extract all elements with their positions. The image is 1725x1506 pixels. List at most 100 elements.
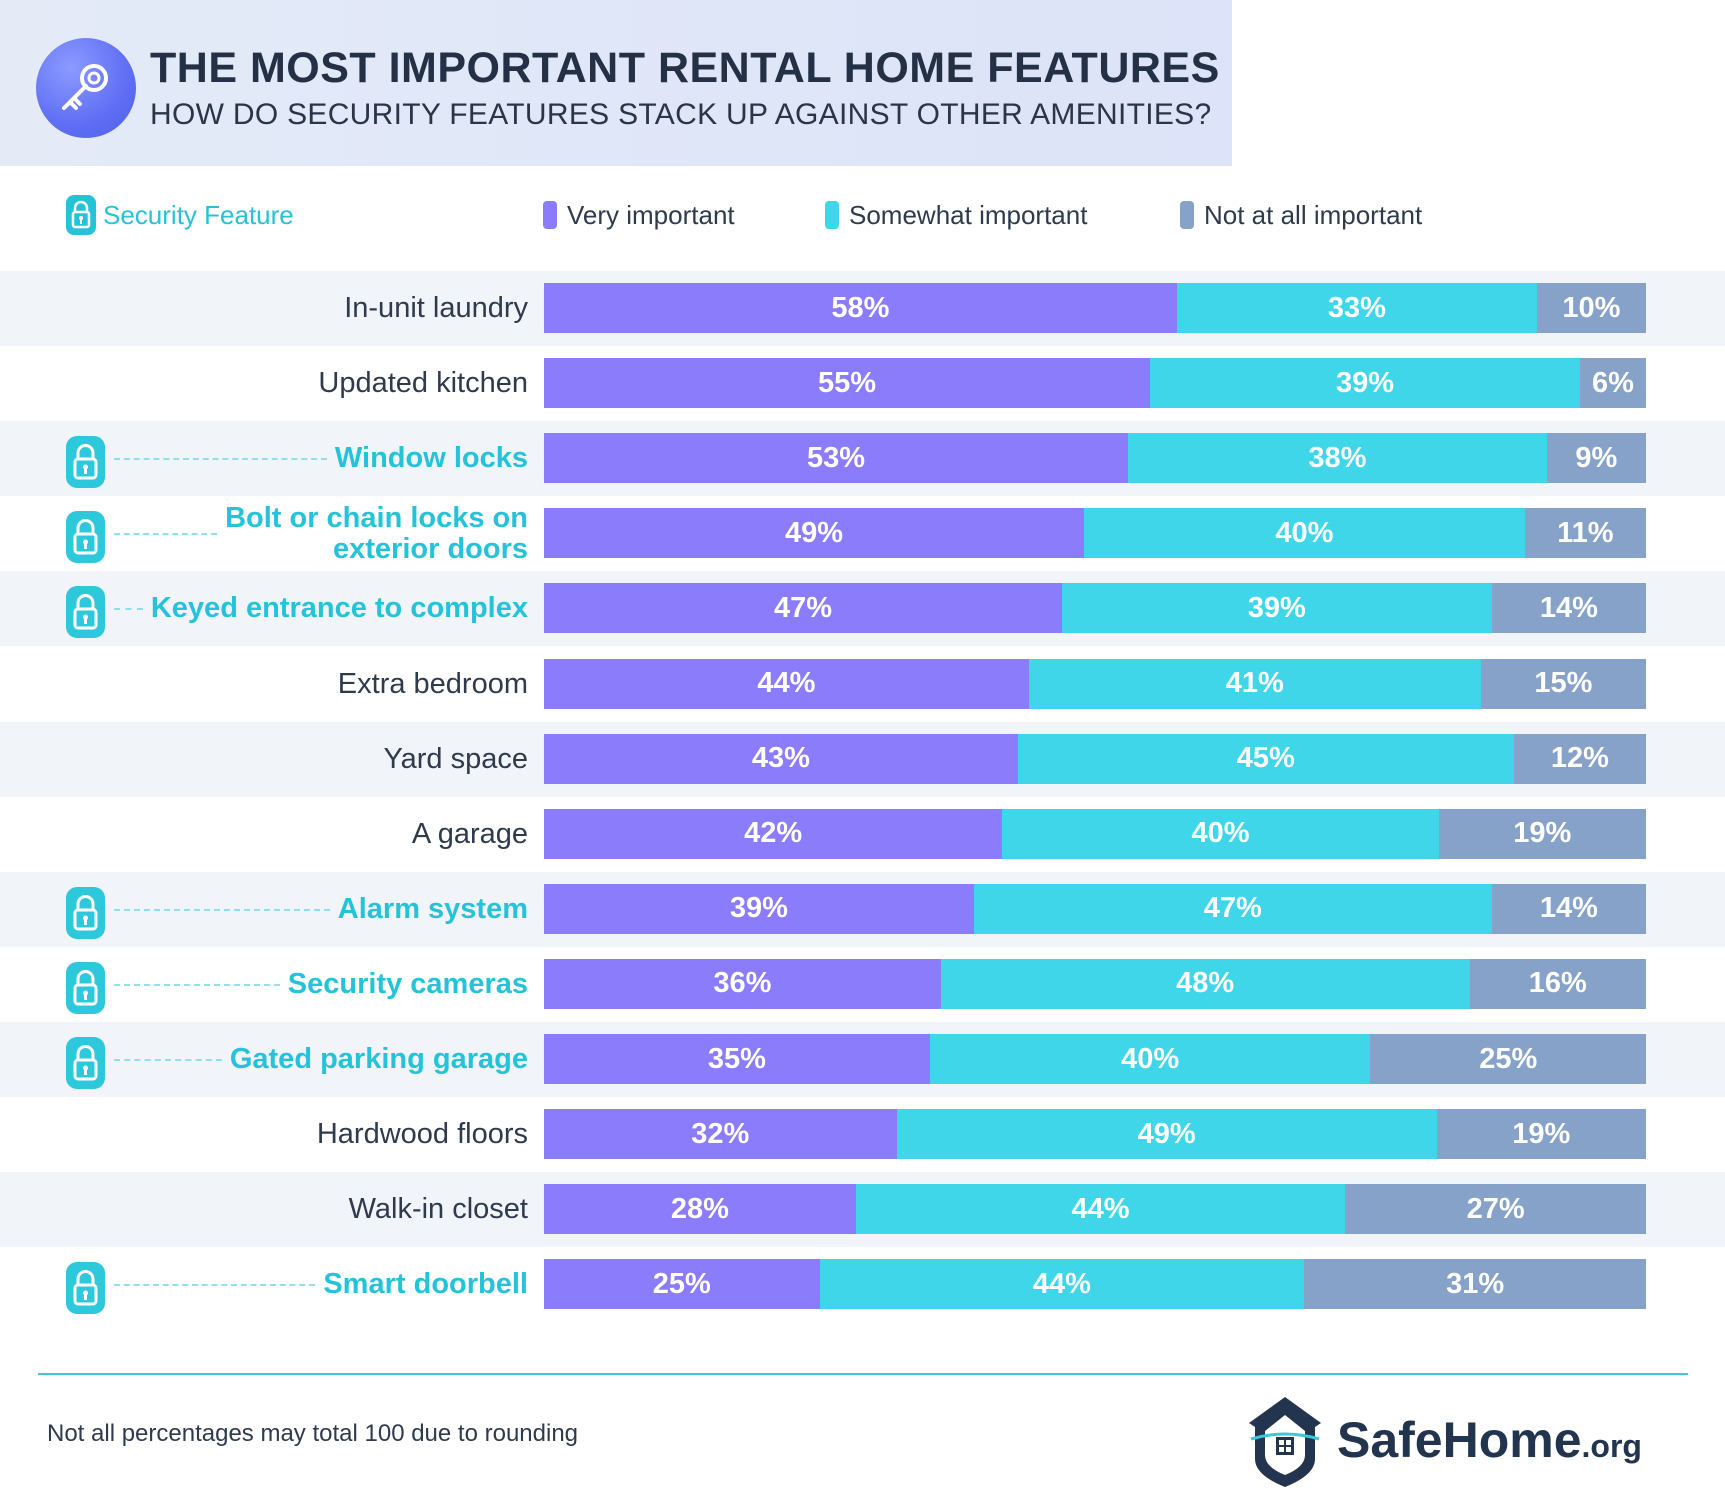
house-shield-icon (1249, 1397, 1321, 1487)
brand-text: SafeHome (1337, 1412, 1582, 1468)
bar-row: A garage 42% 40% 19% (0, 797, 1725, 872)
bar-segment-somewhat: 33% (1176, 283, 1537, 333)
bar-segment-somewhat: 40% (1002, 808, 1439, 859)
lock-icon (65, 1261, 106, 1315)
legend-swatch-somewhat (825, 201, 839, 229)
dashed-connector (114, 908, 330, 911)
category-label: Walk-in closet (348, 1193, 528, 1226)
bar-row: Gated parking garage 35% 40% 25% (0, 1022, 1725, 1097)
stacked-bar: 47% 39% 14% (544, 583, 1646, 634)
brand-logo: SafeHome.org (1245, 1393, 1665, 1493)
lock-icon (66, 195, 96, 235)
bar-row: Hardwood floors 32% 49% 19% (0, 1097, 1725, 1172)
category-label: Keyed entrance to complex (150, 592, 528, 625)
bar-row: Walk-in closet 28% 44% 27% (0, 1172, 1725, 1248)
bar-segment-somewhat: 40% (1083, 508, 1525, 559)
category-label: Hardwood floors (316, 1118, 528, 1151)
bar-segment-somewhat: 48% (940, 958, 1470, 1009)
stacked-bar: 36% 48% 16% (544, 958, 1646, 1009)
legend-somewhat-label: Somewhat important (849, 199, 1088, 230)
bar-segment-somewhat: 47% (973, 883, 1492, 934)
bar-segment-somewhat: 41% (1028, 658, 1481, 709)
bar-row: Keyed entrance to complex 47% 39% 14% (0, 571, 1725, 647)
category-label: Extra bedroom (337, 667, 528, 700)
category-label: A garage (411, 817, 528, 850)
bar-row: Window locks 53% 38% 9% (0, 421, 1725, 497)
bar-row: Alarm system 39% 47% 14% (0, 871, 1725, 947)
category-label: In-unit laundry (344, 292, 528, 324)
stacked-bar: 43% 45% 12% (544, 733, 1646, 784)
legend-not-important: Not at all important (1180, 200, 1422, 230)
bar-segment-not: 10% (1536, 283, 1646, 333)
bar-segment-very: 44% (544, 658, 1029, 709)
bar-row: Security cameras 36% 48% 16% (0, 947, 1725, 1022)
chart-subtitle: HOW DO SECURITY FEATURES STACK UP AGAINS… (150, 98, 1212, 131)
bar-row: In-unit laundry 58% 33% 10% (0, 271, 1725, 346)
bar-segment-somewhat: 44% (855, 1184, 1346, 1235)
bar-segment-not: 27% (1345, 1184, 1646, 1235)
bar-segment-not: 11% (1524, 508, 1646, 559)
bar-segment-very: 36% (544, 958, 941, 1009)
bar-segment-not: 31% (1304, 1259, 1646, 1310)
brand-suffix: .org (1581, 1428, 1642, 1464)
bar-segment-not: 15% (1480, 658, 1646, 709)
brand-name: SafeHome.org (1337, 1411, 1642, 1469)
category-label: Alarm system (337, 892, 528, 925)
stacked-bar: 49% 40% 11% (544, 508, 1646, 559)
dashed-connector (114, 1059, 222, 1061)
lock-icon (65, 510, 106, 564)
bar-row: Updated kitchen 55% 39% 6% (0, 346, 1725, 421)
stacked-bar: 53% 38% 9% (544, 433, 1646, 484)
bar-segment-very: 55% (544, 358, 1151, 409)
category-label: Yard space (383, 742, 528, 775)
legend-somewhat-important: Somewhat important (825, 200, 1087, 230)
bar-segment-somewhat: 49% (896, 1109, 1437, 1160)
bar-segment-not: 12% (1513, 733, 1646, 784)
category-label: Updated kitchen (318, 367, 528, 400)
bar-segment-very: 58% (544, 283, 1177, 333)
lock-icon (65, 585, 106, 639)
bar-segment-not: 25% (1370, 1034, 1646, 1084)
bar-segment-somewhat: 39% (1150, 358, 1580, 409)
stacked-bar: 39% 47% 14% (544, 883, 1646, 934)
bar-segment-not: 19% (1438, 808, 1646, 859)
lock-icon (65, 886, 106, 940)
stacked-bar: 25% 44% 31% (544, 1259, 1646, 1310)
bar-segment-very: 42% (544, 808, 1003, 859)
lock-icon (65, 961, 106, 1015)
bar-segment-very: 39% (544, 883, 974, 934)
bar-row: Bolt or chain locks on exterior doors 49%… (0, 496, 1725, 571)
bar-segment-not: 9% (1546, 433, 1646, 484)
dashed-connector (114, 983, 280, 986)
dashed-connector (114, 533, 218, 536)
bar-segment-very: 49% (544, 508, 1084, 559)
category-label: Window locks (334, 442, 528, 475)
legend-security-feature: Security Feature (65, 195, 294, 235)
stacked-bar: 55% 39% 6% (544, 358, 1646, 409)
category-label: Security cameras (287, 967, 528, 1000)
bar-segment-very: 43% (544, 733, 1018, 784)
bar-row: Yard space 43% 45% 12% (0, 721, 1725, 797)
lock-icon (65, 435, 106, 489)
category-label: Bolt or chain locks on exterior doors (225, 501, 528, 565)
bar-segment-not: 14% (1491, 583, 1646, 634)
category-label: Gated parking garage (229, 1043, 528, 1075)
lock-icon (65, 1036, 106, 1090)
legend-very-label: Very important (567, 199, 735, 230)
bar-segment-not: 14% (1491, 883, 1646, 934)
bar-row: Smart doorbell 25% 44% 31% (0, 1247, 1725, 1322)
header-banner: THE MOST IMPORTANT RENTAL HOME FEATURES … (0, 0, 1232, 166)
bar-segment-very: 25% (544, 1259, 820, 1310)
bar-segment-somewhat: 39% (1061, 583, 1492, 634)
bar-segment-somewhat: 40% (929, 1034, 1371, 1084)
bar-segment-not: 19% (1436, 1109, 1646, 1160)
bar-segment-somewhat: 45% (1017, 733, 1514, 784)
legend-swatch-not (1180, 201, 1194, 229)
bar-segment-somewhat: 38% (1128, 433, 1547, 484)
stacked-bar: 28% 44% 27% (544, 1184, 1646, 1235)
legend-very-important: Very important (543, 200, 735, 230)
legend-not-label: Not at all important (1204, 199, 1423, 230)
category-label: Smart doorbell (323, 1268, 528, 1301)
bar-segment-not: 16% (1469, 958, 1646, 1009)
chart-title: THE MOST IMPORTANT RENTAL HOME FEATURES (150, 44, 1220, 92)
